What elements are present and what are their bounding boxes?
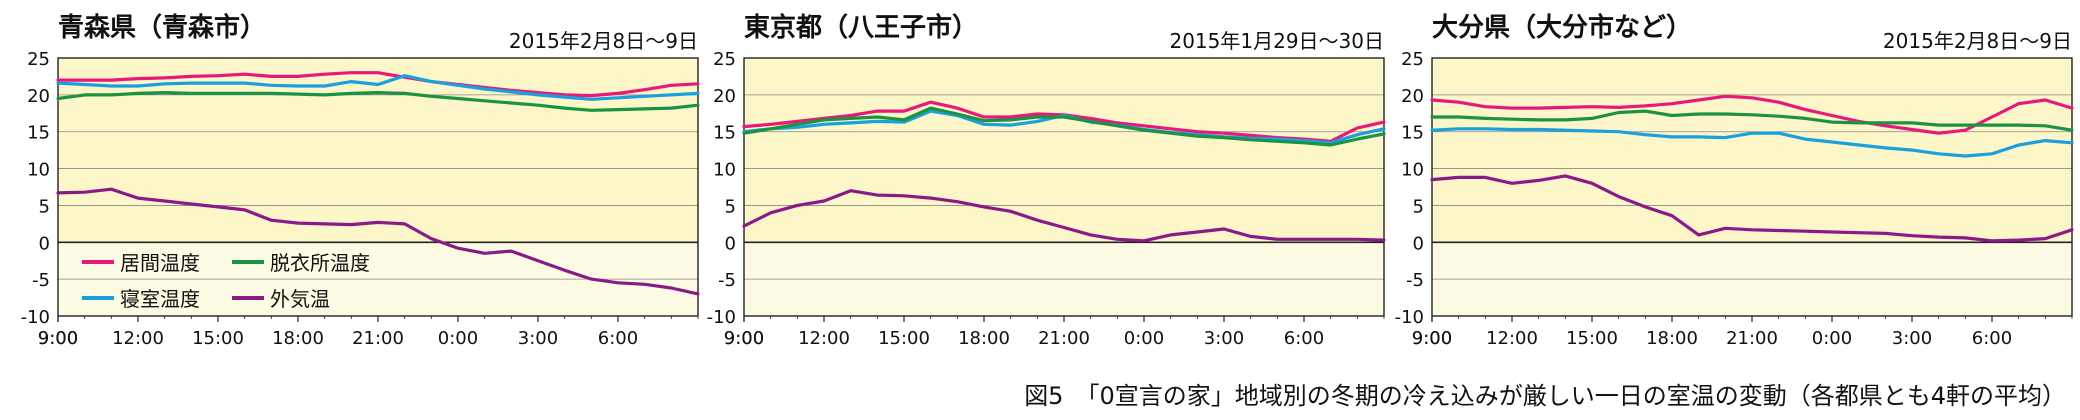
chart-date-oita: 2015年2月8日～9日 xyxy=(1883,29,2072,53)
y-tick-label-oita: 25 xyxy=(1401,49,1424,70)
chart-panel-tokyo: 東京都（八王子市） 2015年1月29日～30日 25 20 15 10 5 0 -5 -10… xyxy=(707,12,1386,349)
plot-area-aomori xyxy=(58,58,698,243)
series-line-dressing-oita xyxy=(1430,109,2074,132)
plot-area-tokyo xyxy=(744,58,1384,243)
series-line-living-aomori xyxy=(56,71,700,98)
x-tick-label-tokyo: 0:00 xyxy=(1124,328,1164,349)
y-tick-label-aomori: 0 xyxy=(39,233,50,254)
chart-legend: 居間温度 寝室温度 脱衣所温度 外気温 xyxy=(82,251,370,311)
legend-label-outdoor: 外気温 xyxy=(270,287,330,311)
x-tick-label-aomori: 12:00 xyxy=(112,328,164,349)
x-tick-label-tokyo: 15:00 xyxy=(878,328,930,349)
y-tick-label-oita: 0 xyxy=(1413,233,1424,254)
x-tick-label-tokyo: 9:00 xyxy=(724,328,764,349)
x-tick-label-oita: 18:00 xyxy=(1646,328,1698,349)
x-tick-label-aomori: 3:00 xyxy=(518,328,558,349)
legend-label-dressing: 脱衣所温度 xyxy=(270,251,370,275)
x-tick-label-aomori: 0:00 xyxy=(438,328,478,349)
y-tick-label-oita: 10 xyxy=(1401,160,1424,181)
x-tick-label-oita: 0:00 xyxy=(1812,328,1852,349)
chart-date-tokyo: 2015年1月29日～30日 xyxy=(1169,29,1384,53)
y-tick-label-tokyo: 0 xyxy=(725,233,736,254)
figure-caption: 図5 「0宣言の家」地域別の冬期の冷え込みが厳しい一日の室温の変動（各都県とも4… xyxy=(1024,382,2066,410)
series-line-outdoor-tokyo xyxy=(742,189,1386,243)
y-tick-label-oita: -10 xyxy=(1395,307,1424,328)
y-tick-label-aomori: 20 xyxy=(27,86,50,107)
x-tick-label-tokyo: 3:00 xyxy=(1204,328,1244,349)
y-tick-label-aomori: 5 xyxy=(39,196,50,217)
x-tick-label-aomori: 15:00 xyxy=(192,328,244,349)
x-tick-label-oita: 9:00 xyxy=(1412,328,1452,349)
legend-label-living: 居間温度 xyxy=(120,251,200,275)
plot-area-oita xyxy=(1432,58,2072,243)
y-tick-label-tokyo: 20 xyxy=(713,86,736,107)
series-line-dressing-aomori xyxy=(56,90,700,112)
y-tick-label-oita: 20 xyxy=(1401,86,1424,107)
chart-panel-oita: 大分県（大分市など） 2015年2月8日～9日 25 20 15 10 5 0 -5 -109… xyxy=(1395,12,2074,349)
y-tick-label-tokyo: -5 xyxy=(718,270,736,291)
x-tick-label-oita: 6:00 xyxy=(1972,328,2012,349)
y-tick-label-oita: 15 xyxy=(1401,123,1424,144)
y-tick-label-tokyo: 5 xyxy=(725,196,736,217)
x-tick-label-aomori: 6:00 xyxy=(598,328,638,349)
y-tick-label-aomori: 10 xyxy=(27,160,50,181)
x-tick-label-tokyo: 12:00 xyxy=(798,328,850,349)
chart-title-tokyo: 東京都（八王子市） xyxy=(744,12,978,43)
x-tick-label-oita: 15:00 xyxy=(1566,328,1618,349)
y-tick-label-aomori: 15 xyxy=(27,123,50,144)
chart-title-aomori: 青森県（青森市） xyxy=(58,12,266,43)
x-tick-label-oita: 21:00 xyxy=(1726,328,1778,349)
series-line-bedroom-oita xyxy=(1430,127,2074,158)
y-tick-label-tokyo: 10 xyxy=(713,160,736,181)
series-line-bedroom-aomori xyxy=(56,74,700,101)
chart-date-aomori: 2015年2月8日～9日 xyxy=(509,29,698,53)
x-tick-label-tokyo: 21:00 xyxy=(1038,328,1090,349)
x-tick-label-oita: 9:00 xyxy=(1412,328,1452,349)
y-tick-label-aomori: 25 xyxy=(27,49,50,70)
y-tick-label-tokyo: -10 xyxy=(707,307,736,328)
x-tick-label-aomori: 9:00 xyxy=(38,328,78,349)
x-tick-label-oita: 12:00 xyxy=(1486,328,1538,349)
chart-panel-aomori: 青森県（青森市） 2015年2月8日～9日 25 20 15 10 5 0 -5 -109:0… xyxy=(21,12,700,349)
x-tick-label-aomori: 9:00 xyxy=(38,328,78,349)
series-line-living-oita xyxy=(1430,94,2074,135)
x-tick-label-tokyo: 6:00 xyxy=(1284,328,1324,349)
y-tick-label-oita: 5 xyxy=(1413,196,1424,217)
series-line-outdoor-aomori xyxy=(56,187,700,296)
y-tick-label-tokyo: 15 xyxy=(713,123,736,144)
y-tick-label-aomori: -5 xyxy=(32,270,50,291)
x-tick-label-aomori: 21:00 xyxy=(352,328,404,349)
y-tick-label-oita: -5 xyxy=(1406,270,1424,291)
legend-label-bedroom: 寝室温度 xyxy=(120,287,200,311)
x-tick-label-oita: 3:00 xyxy=(1892,328,1932,349)
y-tick-label-tokyo: 25 xyxy=(713,49,736,70)
series-line-outdoor-oita xyxy=(1430,174,2074,243)
chart-title-oita: 大分県（大分市など） xyxy=(1432,12,1692,43)
x-tick-label-tokyo: 18:00 xyxy=(958,328,1010,349)
x-tick-label-aomori: 18:00 xyxy=(272,328,324,349)
y-tick-label-aomori: -10 xyxy=(21,307,50,328)
series-line-dressing-tokyo xyxy=(742,106,1386,147)
x-tick-label-tokyo: 9:00 xyxy=(724,328,764,349)
